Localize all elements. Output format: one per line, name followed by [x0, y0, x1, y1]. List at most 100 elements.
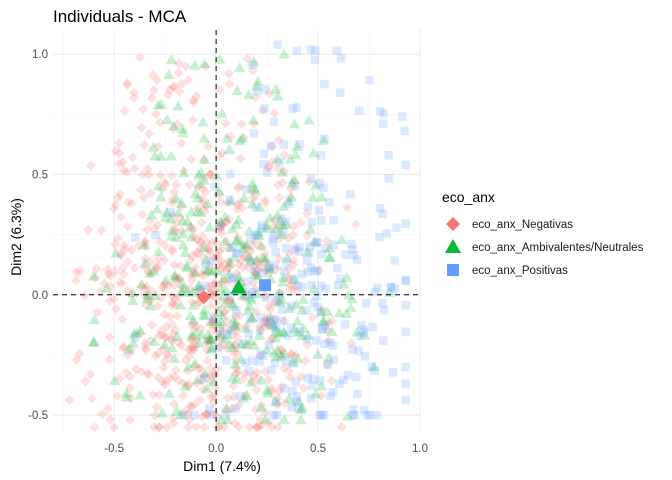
individual-point	[193, 178, 206, 189]
individual-point	[314, 205, 324, 215]
individual-point	[360, 351, 370, 361]
individual-point	[367, 362, 376, 371]
individual-point	[168, 413, 179, 424]
individual-point	[251, 384, 262, 395]
individual-point	[152, 263, 163, 274]
individual-point	[231, 268, 242, 279]
individual-point	[181, 260, 193, 271]
individual-point	[191, 335, 202, 346]
individual-point	[295, 140, 304, 149]
x-tick-label: -0.5	[104, 443, 124, 455]
individual-point	[316, 307, 325, 316]
individual-point	[88, 336, 100, 347]
individual-point	[286, 349, 297, 360]
individual-point	[162, 349, 173, 360]
individual-point	[271, 247, 280, 257]
individual-point	[278, 48, 290, 59]
individual-point	[234, 248, 244, 258]
x-tick-label: 0.5	[310, 443, 326, 455]
individual-point	[281, 252, 293, 263]
individual-point	[222, 330, 232, 339]
individual-point	[378, 298, 387, 308]
individual-point	[200, 374, 209, 383]
individual-point	[302, 334, 312, 344]
individual-point	[269, 314, 280, 325]
individual-point	[261, 314, 272, 325]
individual-point	[372, 410, 381, 420]
individual-point	[193, 337, 205, 348]
individual-point	[227, 274, 237, 283]
individual-point	[252, 270, 264, 281]
individual-point	[155, 191, 167, 202]
individual-point	[355, 331, 365, 341]
individual-point	[249, 184, 262, 195]
individual-point	[286, 348, 297, 359]
individual-point	[320, 79, 329, 89]
individual-point	[158, 362, 169, 373]
individual-point	[278, 414, 290, 425]
individual-point	[214, 422, 225, 433]
individual-point	[335, 274, 345, 283]
individual-point	[401, 275, 410, 285]
individual-point	[197, 193, 208, 204]
individual-point	[123, 197, 134, 208]
individual-point	[202, 336, 213, 347]
individual-point	[232, 214, 245, 225]
individual-point	[294, 247, 304, 256]
individual-point	[180, 61, 191, 72]
x-tick-label: 0.0	[208, 443, 224, 455]
individual-point	[184, 351, 195, 362]
individual-point	[215, 244, 226, 255]
individual-point	[277, 177, 288, 188]
individual-point	[79, 290, 90, 301]
individual-point	[390, 256, 399, 265]
individual-point	[149, 85, 160, 96]
individual-point	[162, 422, 173, 433]
individual-point	[146, 92, 157, 103]
individual-point	[283, 392, 296, 403]
individual-point	[283, 263, 294, 274]
individual-point	[283, 271, 294, 282]
individual-point	[260, 314, 271, 325]
individual-point	[130, 327, 143, 338]
individual-point	[198, 153, 211, 165]
individual-point	[155, 117, 166, 128]
individual-point	[240, 322, 252, 333]
individual-point	[243, 300, 256, 311]
individual-point	[177, 127, 189, 138]
individual-point	[160, 240, 171, 251]
individual-point	[276, 381, 287, 392]
individual-point	[228, 251, 240, 262]
individual-point	[273, 296, 286, 307]
individual-point	[275, 157, 284, 167]
individual-point	[233, 271, 245, 282]
individual-point	[292, 395, 305, 406]
individual-point	[263, 417, 274, 428]
individual-point	[118, 269, 129, 280]
individual-point	[281, 356, 291, 366]
individual-point	[256, 312, 265, 322]
individual-point	[188, 224, 199, 235]
individual-point	[198, 384, 209, 395]
individual-point	[165, 230, 178, 241]
individual-point	[134, 52, 145, 63]
individual-point	[139, 140, 150, 151]
individual-point	[129, 163, 140, 174]
individual-point	[259, 197, 270, 208]
individual-point	[262, 313, 273, 324]
individual-point	[245, 294, 257, 305]
individual-point	[176, 225, 187, 236]
individual-point	[288, 255, 299, 266]
individual-point	[187, 343, 198, 354]
individual-point	[265, 317, 275, 326]
individual-point	[255, 374, 268, 385]
individual-point	[296, 330, 308, 341]
individual-point	[197, 375, 208, 386]
individual-point	[259, 252, 272, 263]
individual-point	[308, 235, 321, 246]
individual-point	[265, 304, 276, 315]
individual-point	[167, 335, 178, 346]
individual-point	[193, 280, 206, 291]
individual-point	[216, 256, 227, 267]
